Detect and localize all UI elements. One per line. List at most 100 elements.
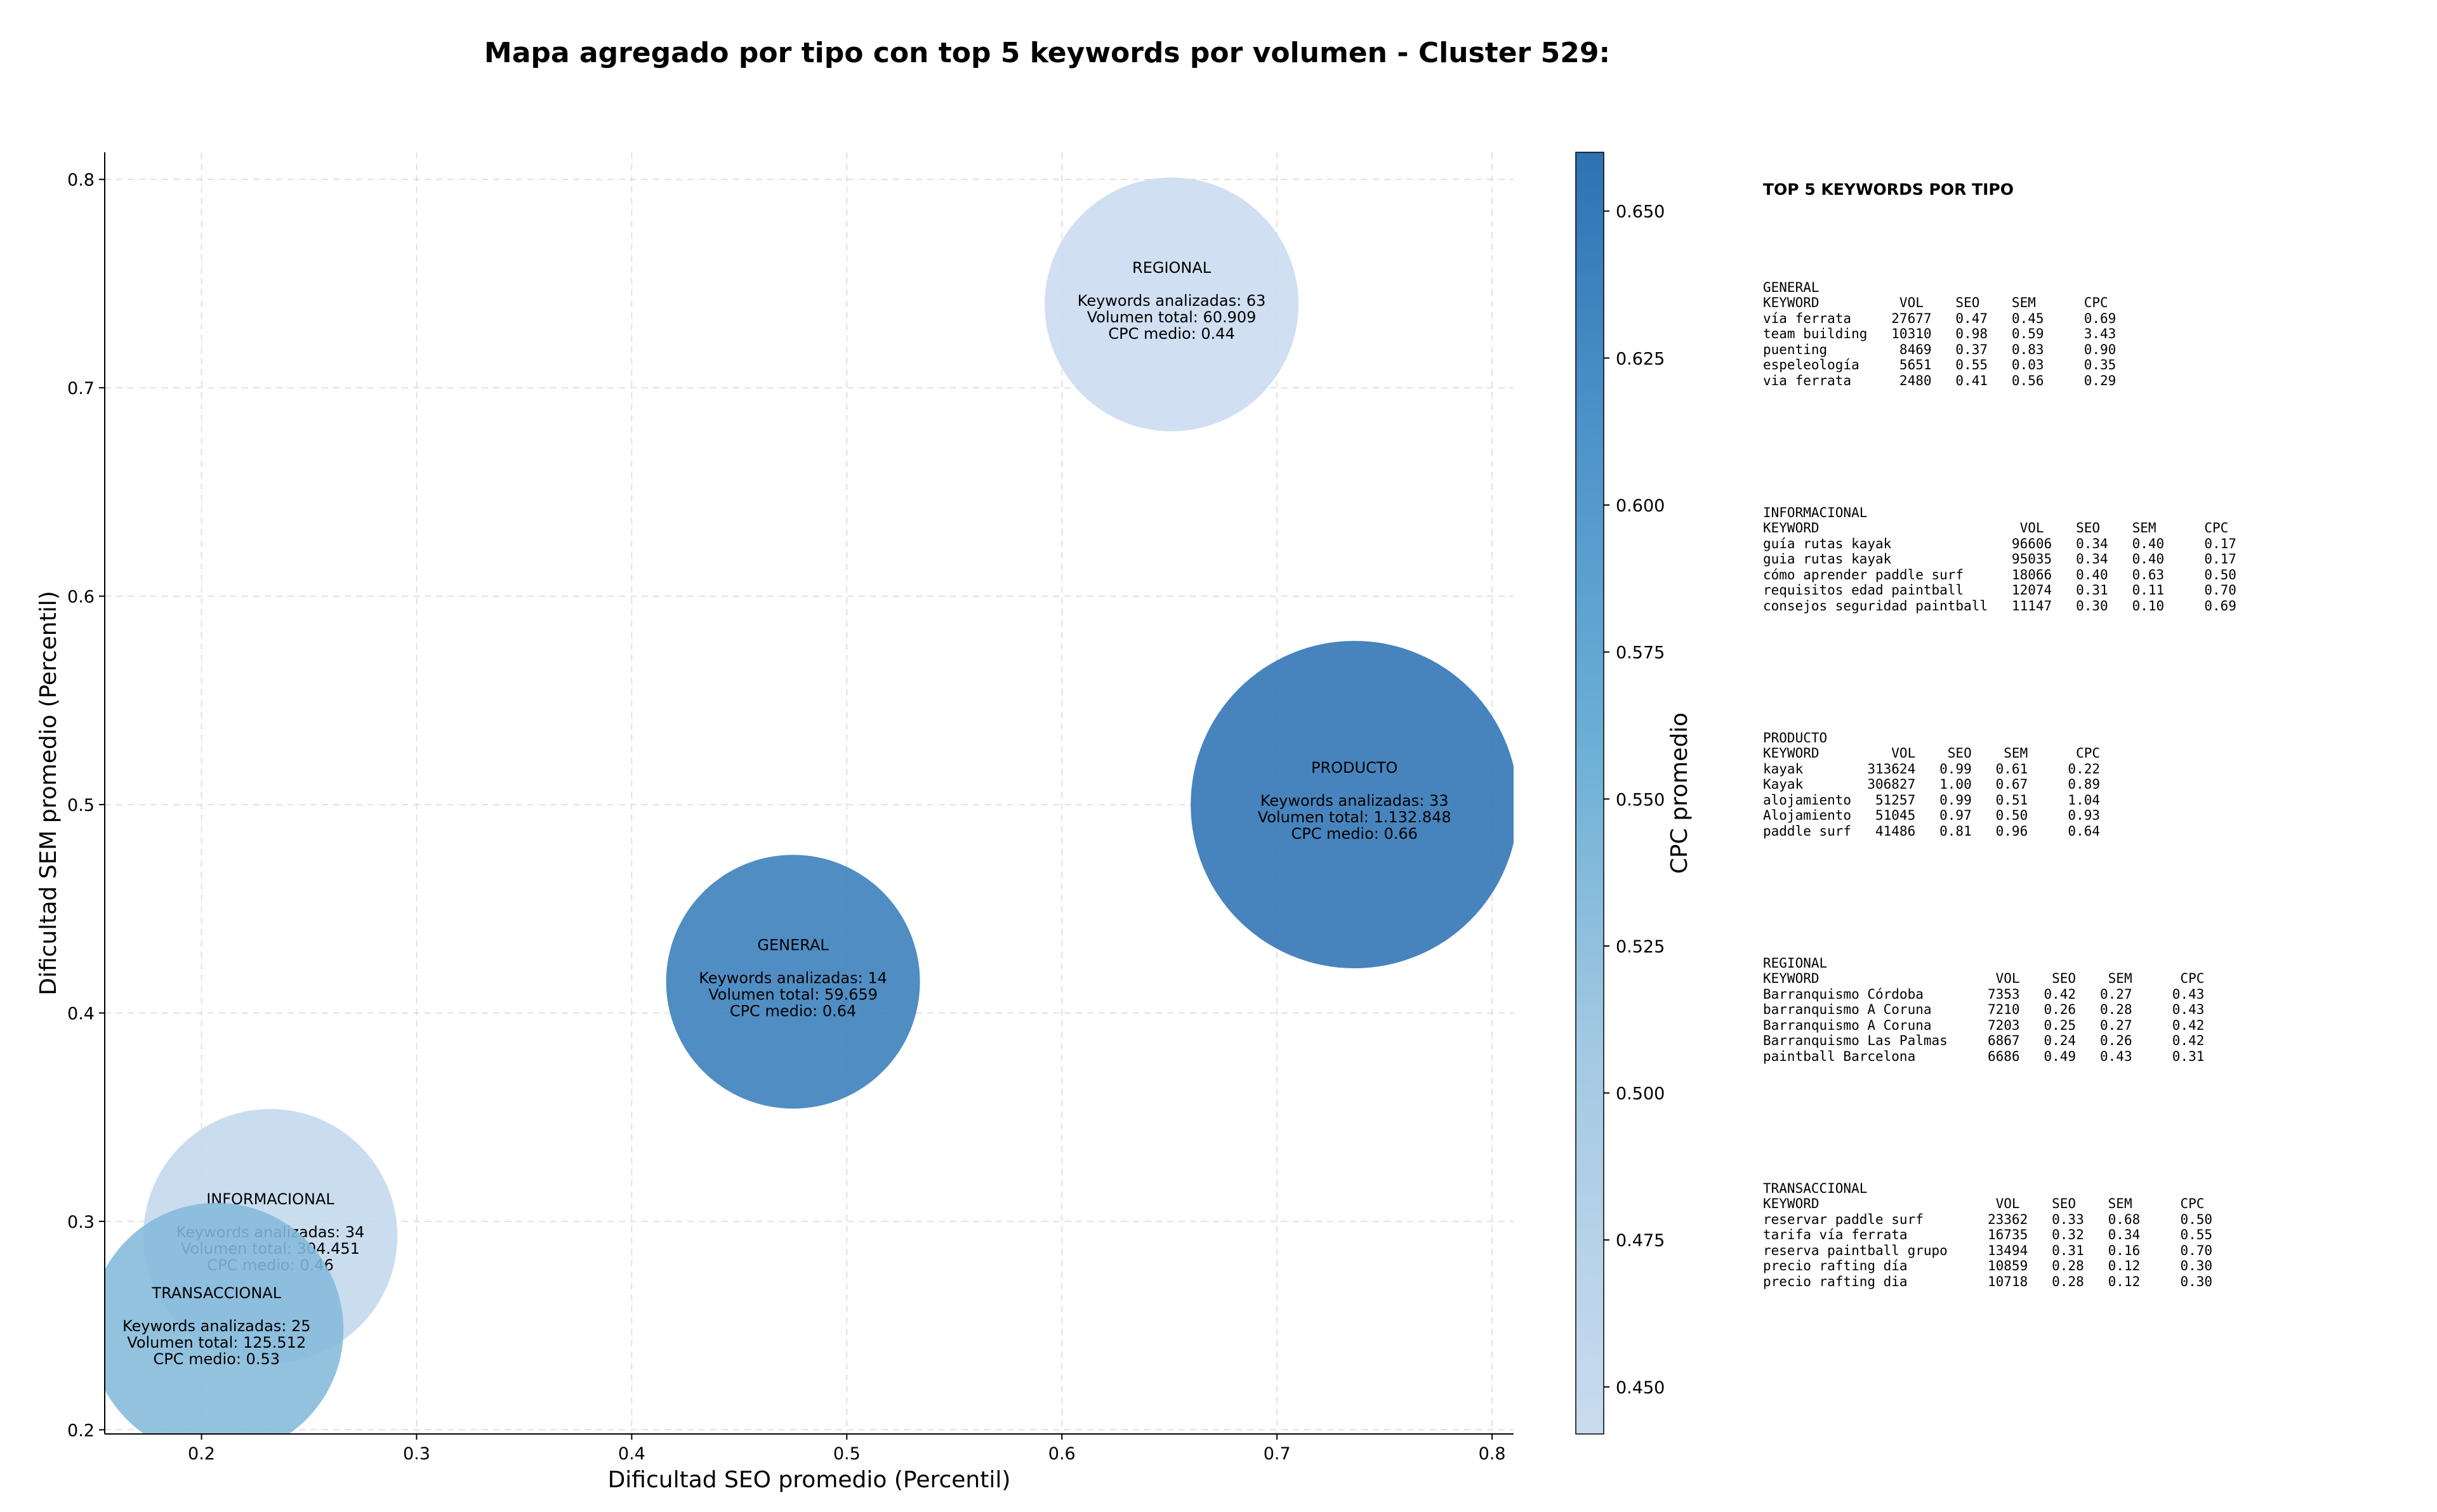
colorbar-ticks: 0.450 0.475 0.500 0.525 0.550 0.575 0.600 0.625… (1604, 202, 1665, 1398)
y-tick-label: 0.2 (67, 1421, 95, 1440)
keyword-row: paintball Barcelona 6686 0.49 0.43 0.31 (1763, 1048, 2205, 1064)
x-tick-label: 0.5 (833, 1444, 861, 1464)
colorbar (1575, 152, 1604, 1435)
keyword-row: puenting 8469 0.37 0.83 0.90 (1763, 341, 2117, 357)
x-tick-label: 0.2 (188, 1444, 215, 1464)
y-tick-label: 0.4 (67, 1004, 95, 1024)
bubble-label-line3: CPC medio: 0.64 (730, 1002, 857, 1020)
block-header: KEYWORD VOL SEO SEM CPC (1763, 746, 2101, 761)
keyword-row: precio rafting día 10859 0.28 0.12 0.30 (1763, 1258, 2213, 1273)
bubble-label-line3: CPC medio: 0.53 (153, 1350, 280, 1368)
colorbar-tick-label: 0.625 (1616, 349, 1665, 369)
x-tick-label: 0.4 (618, 1444, 645, 1464)
x-tick-label: 0.6 (1048, 1444, 1076, 1464)
keyword-row: Barranquismo Las Palmas 6867 0.24 0.26 0… (1763, 1033, 2205, 1048)
y-tick-label: 0.7 (67, 379, 95, 398)
colorbar-label: CPC promedio (1667, 713, 1693, 874)
x-axis-ticks: 0.2 0.3 0.4 0.5 0.6 0.7 0.8 (188, 1434, 1506, 1464)
bubble-label-line1: Keywords analizadas: 14 (699, 969, 887, 987)
block-header: KEYWORD VOL SEO SEM CPC (1763, 1196, 2205, 1211)
keyword-row: Alojamiento 51045 0.97 0.50 0.93 (1763, 808, 2101, 823)
bubble-label-line1: Keywords analizadas: 63 (1078, 292, 1266, 310)
keyword-row: barranquismo A Coruna 7210 0.26 0.28 0.4… (1763, 1002, 2205, 1017)
keyword-row: Kayak 306827 1.00 0.67 0.89 (1763, 777, 2101, 792)
bubble-transaccional: TRANSACCIONAL Keywords analizadas: 25Volu… (105, 1202, 344, 1434)
bubble-label-type: REGIONAL (1132, 259, 1212, 277)
bubble-label-type: GENERAL (757, 936, 829, 954)
bubble-label-line2: Volumen total: 1.132.848 (1258, 808, 1451, 826)
chart-title: Mapa agregado por tipo con top 5 keyword… (484, 37, 1610, 69)
keyword-block-producto: PRODUCTO KEYWORD VOL SEO SEM CPC kayak 313… (1763, 730, 2236, 956)
bubble-circle (105, 1202, 344, 1434)
x-axis-label: Dificultad SEO promedio (Percentil) (608, 1467, 1011, 1493)
keyword-row: vía ferrata 27677 0.47 0.45 0.69 (1763, 310, 2117, 326)
y-tick-label: 0.6 (67, 588, 95, 607)
keyword-row: Barranquismo A Coruna 7203 0.25 0.27 0.4… (1763, 1017, 2205, 1033)
keyword-row: consejos seguridad paintball 11147 0.30 … (1763, 598, 2236, 614)
top-keywords-panel: TOP 5 KEYWORDS POR TIPO GENERAL KEYWORD V… (1763, 151, 2236, 1421)
block-header: KEYWORD VOL SEO SEM CPC (1763, 295, 2108, 310)
keyword-row: kayak 313624 0.99 0.61 0.22 (1763, 761, 2101, 777)
block-title: INFORMACIONAL (1763, 504, 1868, 520)
block-title: GENERAL (1763, 279, 1819, 295)
block-title: REGIONAL (1763, 955, 1828, 971)
x-tick-label: 0.7 (1264, 1444, 1291, 1464)
y-tick-label: 0.3 (67, 1213, 95, 1232)
keyword-row: team building 10310 0.98 0.59 3.43 (1763, 326, 2117, 341)
keyword-block-informacional: INFORMACIONAL KEYWORD VOL SEO SEM CPC guía… (1763, 505, 2236, 730)
bubble-circle (666, 855, 920, 1109)
y-axis-label: Dificultad SEM promedio (Percentil) (36, 591, 62, 996)
colorbar-tick-label: 0.500 (1616, 1084, 1665, 1104)
colorbar-tick-label: 0.525 (1616, 937, 1665, 957)
y-tick-label: 0.5 (67, 796, 95, 815)
colorbar-tick-label: 0.600 (1616, 496, 1665, 516)
y-tick-label: 0.8 (67, 171, 95, 190)
bubble-label-line3: CPC medio: 0.44 (1108, 325, 1235, 343)
bubble-label-line2: Volumen total: 59.659 (708, 985, 878, 1003)
keyword-row: guía rutas kayak 96606 0.34 0.40 0.17 (1763, 536, 2236, 551)
x-tick-label: 0.3 (403, 1444, 430, 1464)
bubble-label-line3: CPC medio: 0.66 (1291, 825, 1418, 843)
keyword-block-transaccional: TRANSACCIONAL KEYWORD VOL SEO SEM CPC rese… (1763, 1181, 2236, 1406)
keyword-row: cómo aprender paddle surf 18066 0.40 0.6… (1763, 567, 2236, 582)
keyword-row: reserva paintball grupo 13494 0.31 0.16 … (1763, 1242, 2213, 1258)
colorbar-tick-label: 0.575 (1616, 643, 1665, 663)
block-header: KEYWORD VOL SEO SEM CPC (1763, 520, 2229, 536)
keyword-row: precio rafting dia 10718 0.28 0.12 0.30 (1763, 1273, 2213, 1289)
block-title: TRANSACCIONAL (1763, 1180, 1868, 1196)
panel-blocks: GENERAL KEYWORD VOL SEO SEM CPC vía ferrat… (1763, 280, 2236, 1406)
keyword-row: requisitos edad paintball 12074 0.31 0.1… (1763, 582, 2236, 598)
keyword-row: guia rutas kayak 95035 0.34 0.40 0.17 (1763, 551, 2236, 567)
bubble-circle (1191, 641, 1514, 968)
grid-lines (105, 152, 1514, 1434)
block-title: PRODUCTO (1763, 730, 1828, 746)
bubble-label-line1: Keywords analizadas: 33 (1260, 792, 1449, 810)
colorbar-tick-label: 0.450 (1616, 1378, 1665, 1398)
keyword-row: espeleología 5651 0.55 0.03 0.35 (1763, 357, 2117, 372)
keyword-row: Barranquismo Córdoba 7353 0.42 0.27 0.43 (1763, 986, 2205, 1002)
colorbar-tick-label: 0.550 (1616, 790, 1665, 810)
x-tick-label: 0.8 (1479, 1444, 1506, 1464)
keyword-block-general: GENERAL KEYWORD VOL SEO SEM CPC vía ferrat… (1763, 280, 2236, 505)
keyword-row: paddle surf 41486 0.81 0.96 0.64 (1763, 823, 2101, 839)
colorbar-tick-label: 0.650 (1616, 202, 1665, 222)
block-header: KEYWORD VOL SEO SEM CPC (1763, 971, 2205, 986)
bubble-label-line2: Volumen total: 60.909 (1087, 308, 1257, 326)
y-axis-ticks: 0.2 0.3 0.4 0.5 0.6 0.7 0.8 (67, 171, 105, 1440)
keyword-row: reservar paddle surf 23362 0.33 0.68 0.5… (1763, 1211, 2213, 1227)
keyword-row: via ferrata 2480 0.41 0.56 0.29 (1763, 372, 2117, 388)
bubble-circle (1045, 177, 1299, 431)
keyword-row: alojamiento 51257 0.99 0.51 1.04 (1763, 792, 2101, 808)
bubble-label-type: TRANSACCIONAL (151, 1284, 281, 1302)
keyword-row: tarifa vía ferrata 16735 0.32 0.34 0.55 (1763, 1227, 2213, 1242)
panel-heading: TOP 5 KEYWORDS POR TIPO (1763, 180, 2014, 199)
bubble-label-line2: Volumen total: 125.512 (127, 1334, 306, 1351)
keyword-block-regional: REGIONAL KEYWORD VOL SEO SEM CPC Barranqui… (1763, 956, 2236, 1181)
colorbar-tick-label: 0.475 (1616, 1231, 1665, 1251)
bubble-label-line1: Keywords analizadas: 25 (122, 1317, 311, 1335)
